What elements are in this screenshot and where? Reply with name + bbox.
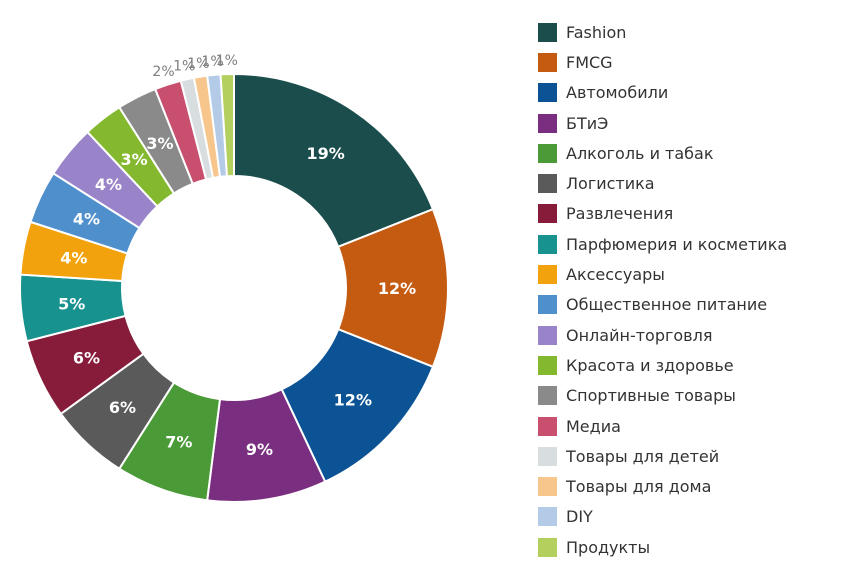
legend-swatch: [538, 507, 557, 527]
donut-slice: [219, 72, 235, 178]
slice-label: 9%: [246, 440, 273, 459]
slice-label: 4%: [60, 248, 87, 267]
legend-item: Товары для дома: [538, 471, 787, 501]
legend-item: Алкоголь и табак: [538, 138, 787, 168]
legend-item: Товары для детей: [538, 441, 787, 471]
legend-swatch: [538, 143, 557, 163]
legend-swatch: [538, 416, 557, 436]
legend-item: FMCG: [538, 47, 787, 77]
donut-slice: [233, 72, 435, 249]
slice-label: 12%: [334, 391, 372, 410]
legend-swatch: [538, 325, 557, 345]
legend-item: Аксессуары: [538, 259, 787, 289]
legend-item: Парфюмерия и косметика: [538, 229, 787, 259]
legend-item: Развлечения: [538, 199, 787, 229]
legend-item: DIY: [538, 502, 787, 532]
legend-label: Алкоголь и табак: [566, 143, 714, 163]
legend-label: Товары для детей: [566, 446, 720, 466]
slice-label: 2%: [152, 64, 174, 80]
legend-label: Автомобили: [566, 83, 669, 103]
legend-label: DIY: [566, 507, 593, 527]
slice-label: 1%: [201, 54, 223, 70]
slice-label: 5%: [58, 294, 85, 313]
slice-label: 3%: [121, 150, 148, 169]
legend-item: Логистика: [538, 168, 787, 198]
legend-label: Общественное питание: [566, 295, 768, 315]
legend-item: Медиа: [538, 411, 787, 441]
legend-label: Логистика: [566, 174, 655, 194]
legend-swatch: [538, 83, 557, 103]
legend-item: Продукты: [538, 532, 787, 562]
legend-item: Спортивные товары: [538, 381, 787, 411]
legend-item: Автомобили: [538, 78, 787, 108]
legend-swatch: [538, 295, 557, 315]
legend-swatch: [538, 446, 557, 466]
legend-swatch: [538, 234, 557, 254]
legend-swatch: [538, 386, 557, 406]
legend-swatch: [538, 204, 557, 224]
legend-swatch: [538, 355, 557, 375]
legend-label: Продукты: [566, 537, 651, 557]
slice-label: 4%: [73, 210, 100, 229]
legend-item: Fashion: [538, 17, 787, 47]
legend-label: БТиЭ: [566, 113, 609, 133]
slice-label: 1%: [187, 56, 209, 72]
legend-swatch: [538, 22, 557, 42]
legend-label: Развлечения: [566, 204, 674, 224]
slice-label: 19%: [306, 144, 344, 163]
legend-swatch: [538, 52, 557, 72]
legend-item: Общественное питание: [538, 290, 787, 320]
slice-label: 4%: [95, 175, 122, 194]
slice-label: 6%: [109, 398, 136, 417]
donut-plot: 19%12%12%9%7%6%6%5%4%4%4%3%3%2%1%1%1%1%: [19, 53, 449, 503]
legend-label: Красота и здоровье: [566, 355, 734, 375]
legend-swatch: [538, 265, 557, 285]
legend-swatch: [538, 477, 557, 497]
legend: Fashion FMCG Автомобили БТиЭ Алкоголь и таба…: [538, 17, 787, 562]
legend-swatch: [538, 537, 557, 557]
legend-label: Спортивные товары: [566, 386, 736, 406]
slice-label: 1%: [173, 58, 195, 74]
legend-item: Красота и здоровье: [538, 350, 787, 380]
legend-label: Fashion: [566, 22, 627, 42]
slice-label: 12%: [378, 279, 416, 298]
legend-label: Онлайн-торговля: [566, 325, 713, 345]
legend-label: Товары для дома: [566, 477, 712, 497]
legend-item: Онлайн-торговля: [538, 320, 787, 350]
legend-label: Парфюмерия и косметика: [566, 234, 788, 254]
slice-label: 1%: [216, 53, 238, 69]
slice-label: 6%: [73, 348, 100, 367]
legend-label: Медиа: [566, 416, 621, 436]
legend-label: FMCG: [566, 52, 613, 72]
legend-item: БТиЭ: [538, 108, 787, 138]
slice-label: 3%: [146, 134, 173, 153]
legend-swatch: [538, 113, 557, 133]
legend-label: Аксессуары: [566, 265, 665, 285]
legend-swatch: [538, 174, 557, 194]
slice-label: 7%: [165, 432, 192, 451]
